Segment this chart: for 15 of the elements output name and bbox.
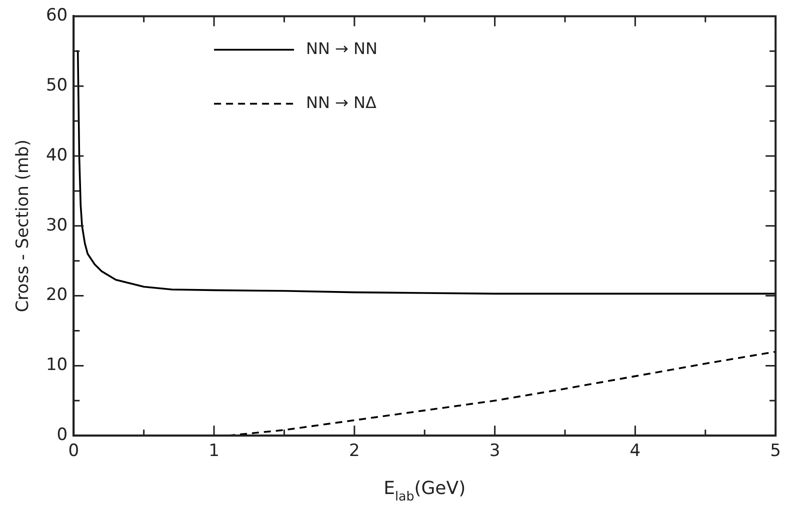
y-tick-label: 50 bbox=[46, 76, 68, 96]
x-tick-label: 1 bbox=[208, 441, 220, 462]
y-tick-label: 40 bbox=[46, 145, 68, 166]
legend-label: NN → NN bbox=[306, 38, 378, 58]
legend-label: NN → NΔ bbox=[306, 92, 377, 112]
y-tick-label: 60 bbox=[46, 6, 68, 26]
x-tick-label: 3 bbox=[489, 441, 500, 462]
y-axis-title: Cross - Section (mb) bbox=[13, 140, 33, 312]
x-tick-label: 5 bbox=[770, 441, 782, 462]
x-tick-label: 2 bbox=[349, 441, 360, 462]
x-tick-label: 4 bbox=[630, 441, 641, 462]
y-tick-label: 30 bbox=[46, 215, 68, 236]
y-tick-label: 10 bbox=[46, 355, 68, 376]
y-tick-label: 0 bbox=[56, 425, 68, 446]
y-tick-label: 20 bbox=[46, 285, 68, 306]
